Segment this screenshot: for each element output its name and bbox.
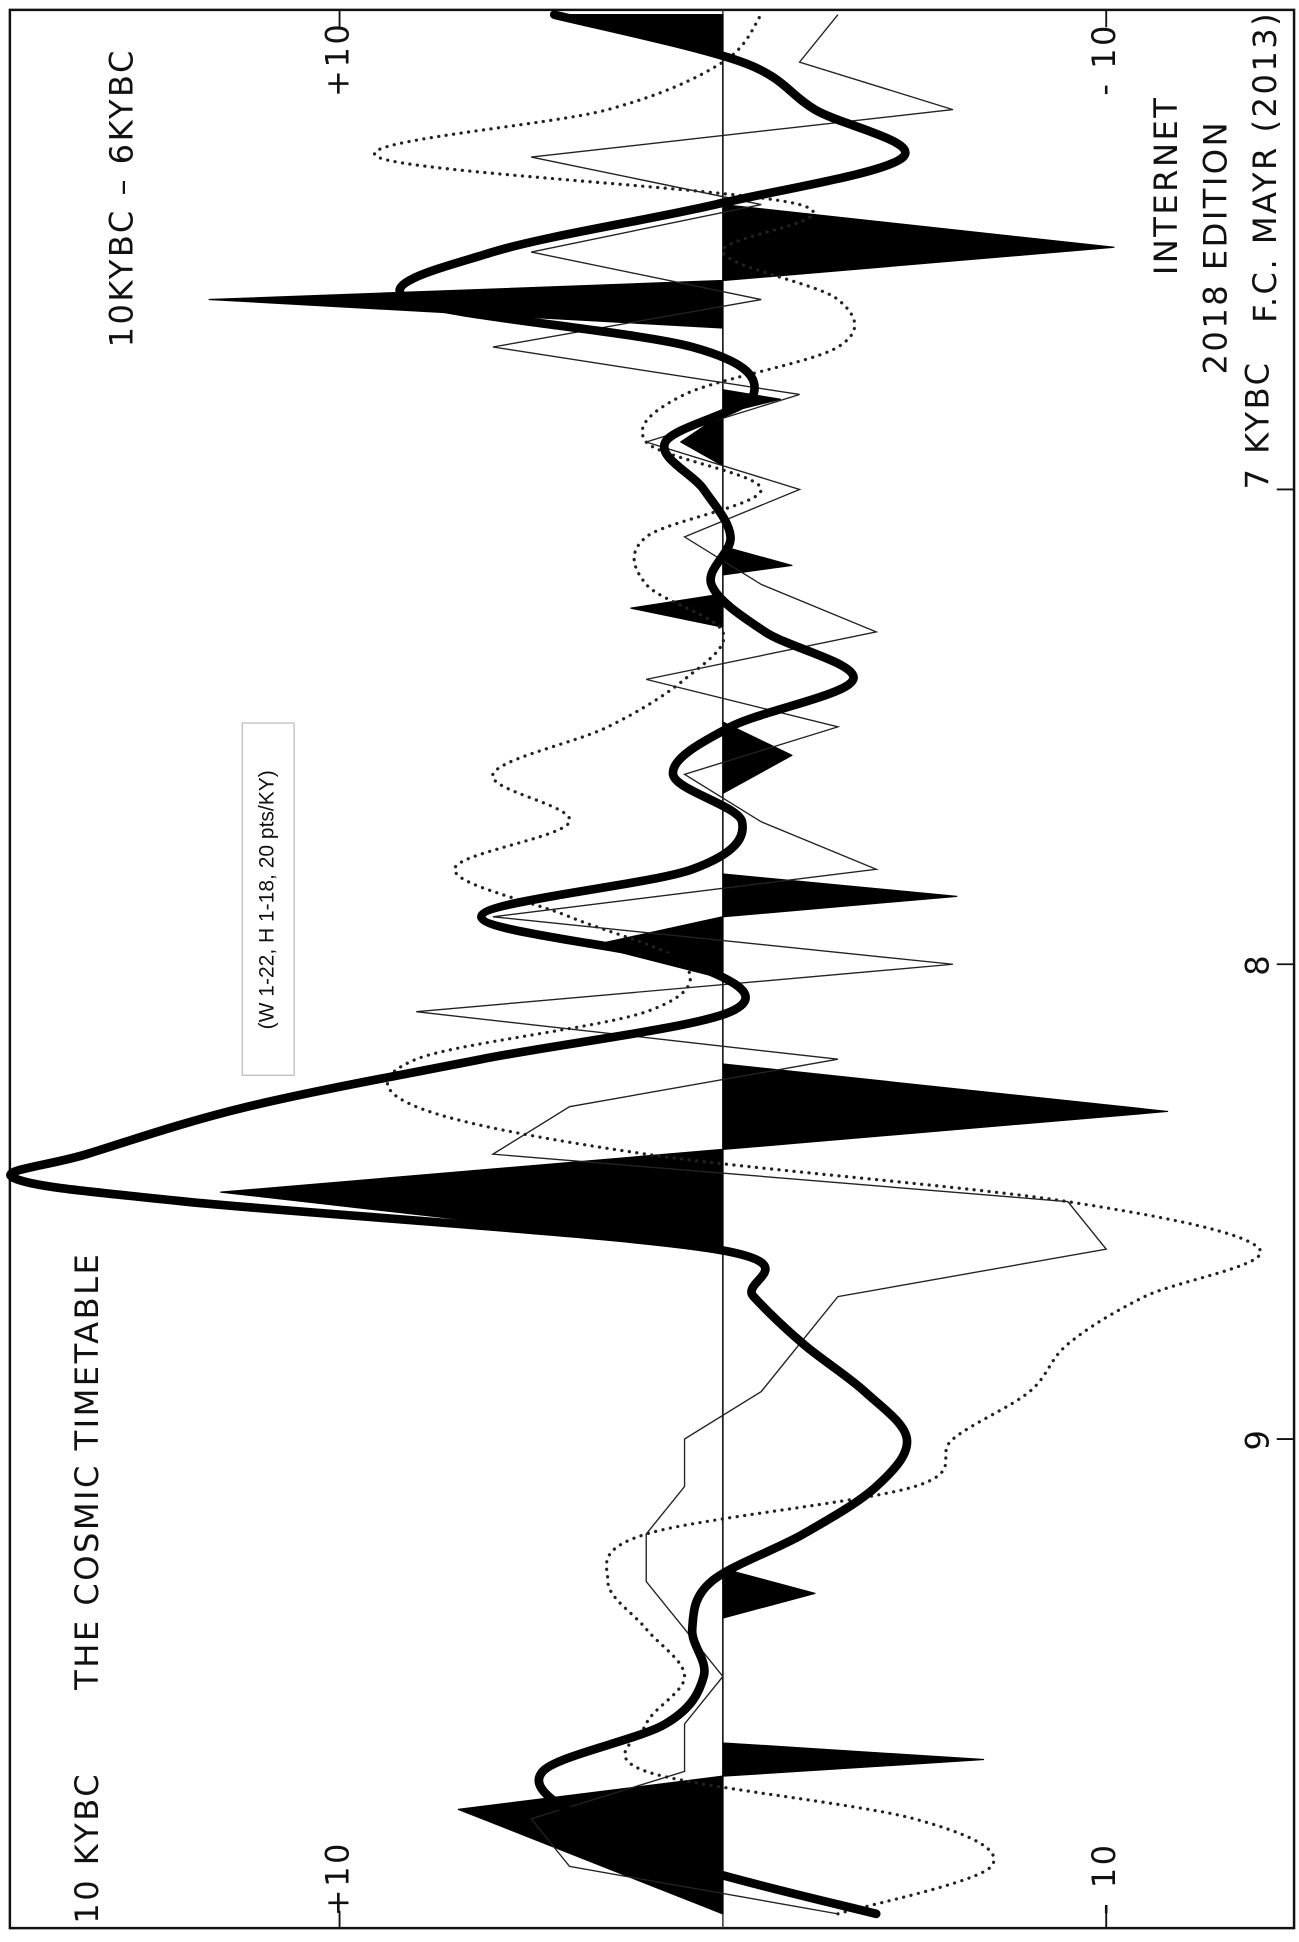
- x-tick-label: 8: [1238, 953, 1276, 976]
- note-box: [241, 722, 295, 1076]
- x-tick-label: 9: [1238, 1428, 1276, 1451]
- y-tick-label: - 10: [1085, 1842, 1123, 1915]
- credit: F.C. MAYR (2013): [1246, 11, 1284, 323]
- y-tick-label: - 10: [1085, 23, 1123, 96]
- credit: INTERNET: [1147, 96, 1185, 275]
- x-tick-label: 7 KYBC: [1238, 361, 1276, 490]
- chart-title: THE COSMIC TIMETABLE: [68, 1252, 106, 1691]
- chart-subtitle: 10KYBC – 6KYBC: [103, 48, 141, 347]
- note: (W 1-22, H 1-18, 20 pts/KY): [256, 770, 279, 1029]
- corner-label: 10 KYBC: [68, 1772, 106, 1924]
- dotted-line: [373, 13, 1263, 1916]
- credit: 2018 EDITION: [1196, 120, 1234, 375]
- frame: [8, 8, 1296, 1930]
- thick-line: [6, 10, 912, 1919]
- y-tick-label: +10: [319, 22, 357, 97]
- y-tick-label: +10: [319, 1841, 357, 1916]
- plot-area: +10 +10 - 10 - 10 9 8 7 KYBC: [6, 9, 1295, 1929]
